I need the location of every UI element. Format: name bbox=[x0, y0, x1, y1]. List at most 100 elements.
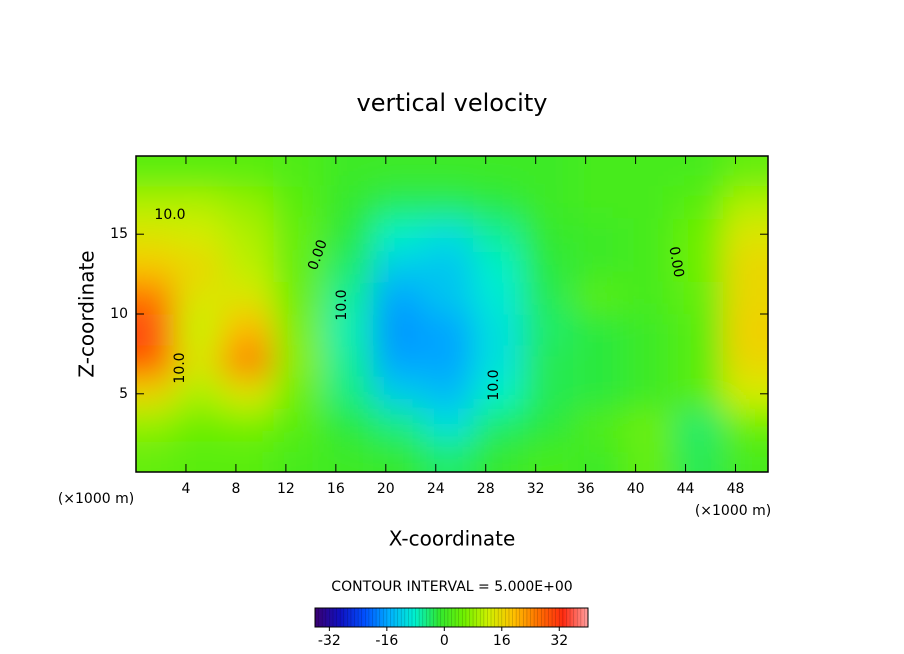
chart-title: vertical velocity bbox=[357, 89, 548, 117]
field-cell bbox=[223, 441, 274, 472]
field-cell bbox=[323, 218, 374, 251]
field-cell bbox=[573, 282, 624, 315]
field-cell bbox=[573, 409, 624, 443]
field-cell bbox=[373, 282, 424, 315]
y-tick-label: 15 bbox=[110, 226, 128, 242]
contour-label: 10.0 bbox=[486, 369, 502, 400]
x-tick-label: 8 bbox=[231, 481, 240, 497]
field-cell bbox=[523, 314, 574, 347]
field-cell bbox=[623, 441, 674, 472]
field-cell bbox=[173, 250, 224, 283]
field-cell bbox=[373, 441, 424, 472]
field-cell bbox=[323, 186, 374, 219]
colorbar-tick-label: 0 bbox=[440, 633, 449, 649]
field-cell bbox=[573, 441, 624, 472]
field-cell bbox=[273, 345, 324, 379]
field-cell bbox=[673, 282, 724, 315]
field-cell bbox=[673, 441, 724, 472]
contour-label: 10.0 bbox=[334, 289, 350, 320]
x-unit-label: (×1000 m) bbox=[695, 503, 771, 519]
field-cell bbox=[573, 186, 624, 219]
field-cell bbox=[473, 218, 524, 251]
field-cell bbox=[136, 250, 174, 283]
field-cell bbox=[223, 409, 274, 443]
colorbar-tick-label: -16 bbox=[375, 633, 398, 649]
field-cell bbox=[623, 377, 674, 411]
field-cell bbox=[223, 377, 274, 411]
field-cell bbox=[723, 282, 768, 315]
field-cell bbox=[323, 156, 374, 187]
field-cell bbox=[136, 345, 174, 379]
field-cell bbox=[323, 314, 374, 347]
contour-label: 10.0 bbox=[154, 207, 185, 223]
field-cell bbox=[723, 186, 768, 219]
field-cell bbox=[523, 409, 574, 443]
field-cell bbox=[223, 314, 274, 347]
field-cell bbox=[173, 186, 224, 219]
field-cell bbox=[323, 409, 374, 443]
field-cell bbox=[473, 441, 524, 472]
field-cell bbox=[473, 250, 524, 283]
field-cell bbox=[523, 282, 574, 315]
field-cell bbox=[673, 156, 724, 187]
field-cell bbox=[373, 156, 424, 187]
field-cell bbox=[273, 409, 324, 443]
field-cell bbox=[523, 186, 574, 219]
field-cell bbox=[673, 218, 724, 251]
field-cell bbox=[136, 218, 174, 251]
field-cell bbox=[573, 345, 624, 379]
field-cell bbox=[173, 377, 224, 411]
field-cell bbox=[623, 282, 674, 315]
field-cell bbox=[473, 345, 524, 379]
field-cell bbox=[573, 218, 624, 251]
field-cell bbox=[223, 156, 274, 187]
field-cell bbox=[673, 314, 724, 347]
field-cell bbox=[623, 218, 674, 251]
field-cell bbox=[423, 377, 474, 411]
field-cell bbox=[423, 250, 474, 283]
field-cell bbox=[523, 218, 574, 251]
field-cell bbox=[673, 186, 724, 219]
field-cell bbox=[173, 345, 224, 379]
field-cell bbox=[473, 282, 524, 315]
field-cell bbox=[273, 250, 324, 283]
field-cell bbox=[136, 282, 174, 315]
field-cell bbox=[223, 186, 274, 219]
field-cell bbox=[723, 345, 768, 379]
field-cell bbox=[136, 156, 174, 187]
field-cell bbox=[423, 314, 474, 347]
field-cell bbox=[673, 345, 724, 379]
field-cell bbox=[723, 441, 768, 472]
field-cell bbox=[173, 409, 224, 443]
field-cell bbox=[323, 282, 374, 315]
field-cell bbox=[273, 441, 324, 472]
field-cell bbox=[423, 441, 474, 472]
field-cell bbox=[623, 409, 674, 443]
field-cell bbox=[223, 218, 274, 251]
field-cell bbox=[273, 186, 324, 219]
field-cell bbox=[273, 314, 324, 347]
x-tick-label: 44 bbox=[677, 481, 695, 497]
field-cell bbox=[473, 377, 524, 411]
field-cell bbox=[623, 186, 674, 219]
field-cell bbox=[323, 377, 374, 411]
field-cell bbox=[423, 345, 474, 379]
x-tick-label: 12 bbox=[277, 481, 295, 497]
field-cell bbox=[323, 441, 374, 472]
y-unit-label: (×1000 m) bbox=[58, 491, 134, 507]
field-cell bbox=[523, 441, 574, 472]
field-cell bbox=[673, 377, 724, 411]
field-cell bbox=[473, 314, 524, 347]
field-cell bbox=[223, 345, 274, 379]
field-cell bbox=[423, 282, 474, 315]
field-cell bbox=[723, 156, 768, 187]
field-cell bbox=[273, 282, 324, 315]
field-cell bbox=[323, 250, 374, 283]
field-cell bbox=[136, 314, 174, 347]
colorbar bbox=[314, 607, 589, 628]
field-cell bbox=[273, 156, 324, 187]
field-cell bbox=[623, 345, 674, 379]
field bbox=[136, 156, 768, 472]
field-cell bbox=[373, 314, 424, 347]
